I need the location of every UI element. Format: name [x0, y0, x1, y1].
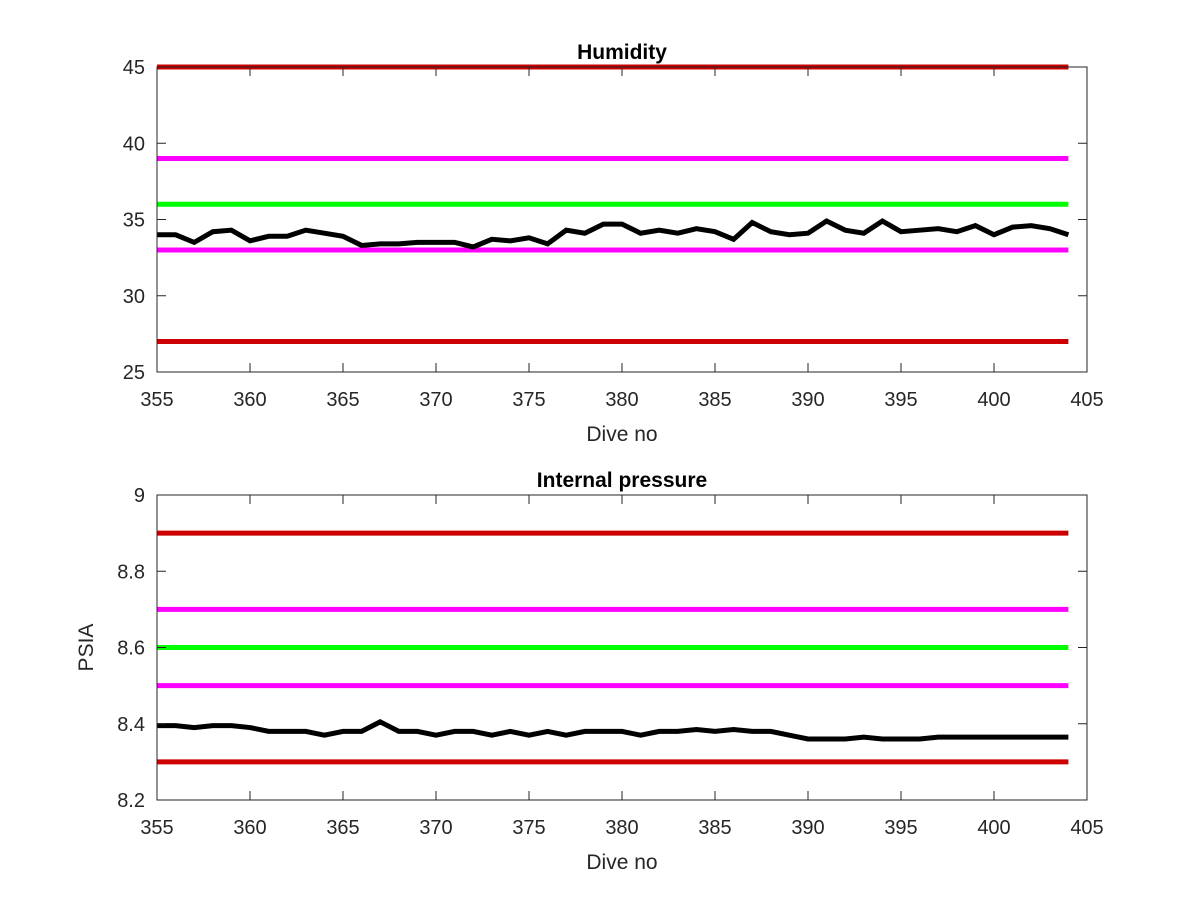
humidity-x-tick-label: 385: [698, 389, 731, 411]
humidity-x-tick-label: 395: [884, 389, 917, 411]
pressure-y-tick-label: 8.8: [117, 561, 145, 583]
pressure-x-tick-label: 405: [1070, 817, 1103, 839]
pressure-x-tick-label: 370: [419, 817, 452, 839]
pressure-x-tick-label: 365: [326, 817, 359, 839]
humidity-x-tick-label: 365: [326, 389, 359, 411]
humidity-y-tick-label: 40: [123, 133, 145, 155]
humidity-y-tick-label: 25: [123, 362, 145, 384]
pressure-x-tick-label: 380: [605, 817, 638, 839]
pressure-y-tick-label: 8.2: [117, 790, 145, 812]
humidity-x-tick-label: 370: [419, 389, 452, 411]
pressure-y-tick-label: 8.6: [117, 638, 145, 660]
humidity-chart-title: Humidity: [577, 41, 667, 64]
pressure-x-tick-label: 355: [140, 817, 173, 839]
humidity-y-tick-label: 30: [123, 286, 145, 308]
pressure-series-line-5: [157, 719, 1069, 742]
pressure-x-axis-label: Dive no: [586, 851, 657, 874]
pressure-x-tick-label: 385: [698, 817, 731, 839]
humidity-x-tick-label: 380: [605, 389, 638, 411]
pressure-x-tick-label: 360: [233, 817, 266, 839]
pressure-x-tick-label: 390: [791, 817, 824, 839]
humidity-x-tick-label: 400: [977, 389, 1010, 411]
humidity-x-tick-label: 390: [791, 389, 824, 411]
pressure-chart-title: Internal pressure: [537, 469, 707, 492]
pressure-series-group: [157, 530, 1069, 765]
pressure-y-tick-label: 9: [134, 485, 145, 507]
pressure-x-tick-label: 375: [512, 817, 545, 839]
humidity-x-tick-label: 375: [512, 389, 545, 411]
pressure-x-tick-label: 395: [884, 817, 917, 839]
internal-pressure-chart: 355 360 365 370 375 380 385 390 395 400 405 8.2 8.4 8…: [75, 469, 1104, 874]
humidity-x-tick-label: 405: [1070, 389, 1103, 411]
pressure-y-tick-label: 8.4: [117, 714, 145, 736]
pressure-x-tick-label: 400: [977, 817, 1010, 839]
humidity-x-axis-label: Dive no: [586, 423, 657, 446]
humidity-series-line-5: [157, 218, 1070, 250]
pressure-y-axis-label: PSIA: [75, 624, 98, 672]
humidity-x-tick-label: 360: [233, 389, 266, 411]
humidity-y-tick-label: 45: [123, 57, 145, 79]
humidity-chart: 355 360 365 370 375 380 385 390 395 400 405 25 30 35 4…: [123, 41, 1104, 446]
humidity-x-tick-label: 355: [140, 389, 173, 411]
humidity-y-tick-label: 35: [123, 210, 145, 232]
